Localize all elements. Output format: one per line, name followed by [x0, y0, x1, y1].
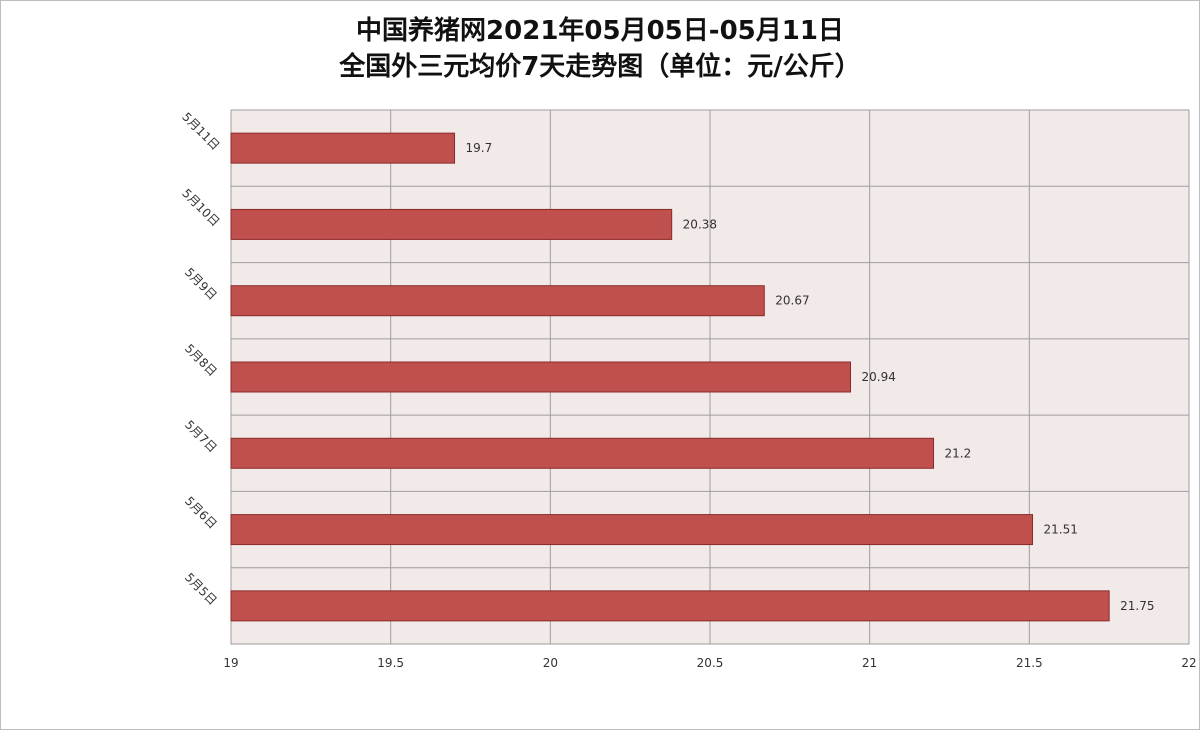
data-label: 21.2 — [945, 446, 972, 460]
data-label: 20.38 — [683, 217, 717, 231]
y-tick-label: 5月8日 — [182, 341, 220, 379]
chart-subtitle: 全国外三元均价7天走势图（单位：元/公斤） — [339, 52, 861, 82]
y-tick-label: 5月6日 — [182, 494, 220, 532]
y-tick-label: 5月7日 — [182, 418, 220, 456]
data-label: 20.94 — [862, 370, 896, 384]
data-label: 21.75 — [1120, 599, 1154, 613]
bar — [230, 208, 673, 240]
x-tick-label: 22 — [1181, 656, 1196, 670]
x-tick-label: 19.5 — [377, 656, 404, 670]
bar — [230, 514, 1034, 546]
data-label: 21.51 — [1044, 523, 1078, 537]
chart-title: 中国养猪网2021年05月05日-05月11日 — [356, 16, 844, 46]
x-tick-label: 19 — [223, 656, 238, 670]
bar — [230, 285, 765, 317]
data-label: 19.7 — [466, 141, 493, 155]
y-tick-label: 5月5日 — [182, 570, 220, 608]
y-tick-label: 5月10日 — [179, 186, 222, 229]
x-tick-label: 20 — [543, 656, 558, 670]
bar — [230, 590, 1110, 622]
y-tick-label: 5月11日 — [179, 110, 222, 153]
x-tick-label: 21.5 — [1016, 656, 1043, 670]
y-tick-label: 5月9日 — [182, 265, 220, 303]
x-tick-label: 21 — [862, 656, 877, 670]
bar — [230, 437, 935, 469]
x-tick-label: 20.5 — [697, 656, 724, 670]
bar — [230, 132, 456, 164]
bar — [230, 361, 852, 393]
data-label: 20.67 — [775, 294, 809, 308]
